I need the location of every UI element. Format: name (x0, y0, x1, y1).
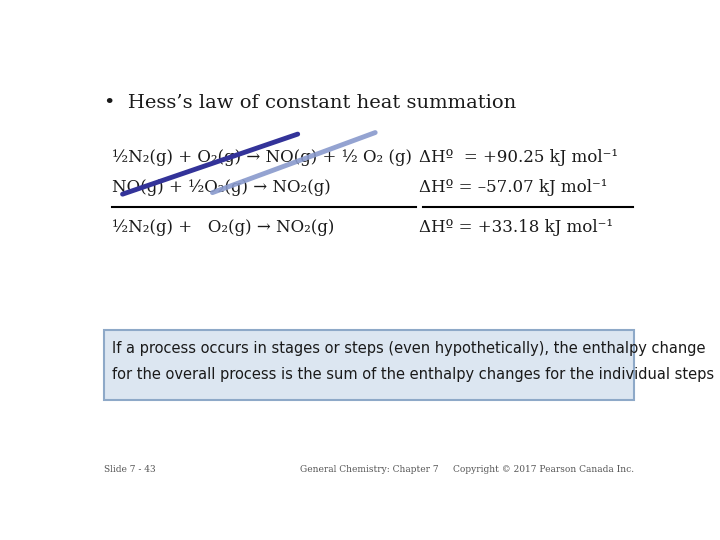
Text: General Chemistry: Chapter 7: General Chemistry: Chapter 7 (300, 465, 438, 474)
Text: ΔHº  = +90.25 kJ mol⁻¹: ΔHº = +90.25 kJ mol⁻¹ (419, 150, 618, 166)
Text: ½N₂(g) +   O₂(g) → NO₂(g): ½N₂(g) + O₂(g) → NO₂(g) (112, 219, 334, 236)
Text: •  Hess’s law of constant heat summation: • Hess’s law of constant heat summation (104, 94, 516, 112)
Text: ΔHº = +33.18 kJ mol⁻¹: ΔHº = +33.18 kJ mol⁻¹ (419, 219, 613, 236)
Text: ½N₂(g) + O₂(g) → NO(g) + ½ O₂ (g): ½N₂(g) + O₂(g) → NO(g) + ½ O₂ (g) (112, 150, 412, 166)
Text: NO(g) + ½O₂(g) → NO₂(g): NO(g) + ½O₂(g) → NO₂(g) (112, 179, 330, 196)
Text: If a process occurs in stages or steps (even hypothetically), the enthalpy chang: If a process occurs in stages or steps (… (112, 341, 705, 356)
FancyBboxPatch shape (104, 330, 634, 400)
Text: ΔHº = –57.07 kJ mol⁻¹: ΔHº = –57.07 kJ mol⁻¹ (419, 179, 608, 196)
Text: Copyright © 2017 Pearson Canada Inc.: Copyright © 2017 Pearson Canada Inc. (453, 465, 634, 474)
Text: Slide 7 - 43: Slide 7 - 43 (104, 465, 156, 474)
Text: for the overall process is the sum of the enthalpy changes for the individual st: for the overall process is the sum of th… (112, 367, 714, 382)
